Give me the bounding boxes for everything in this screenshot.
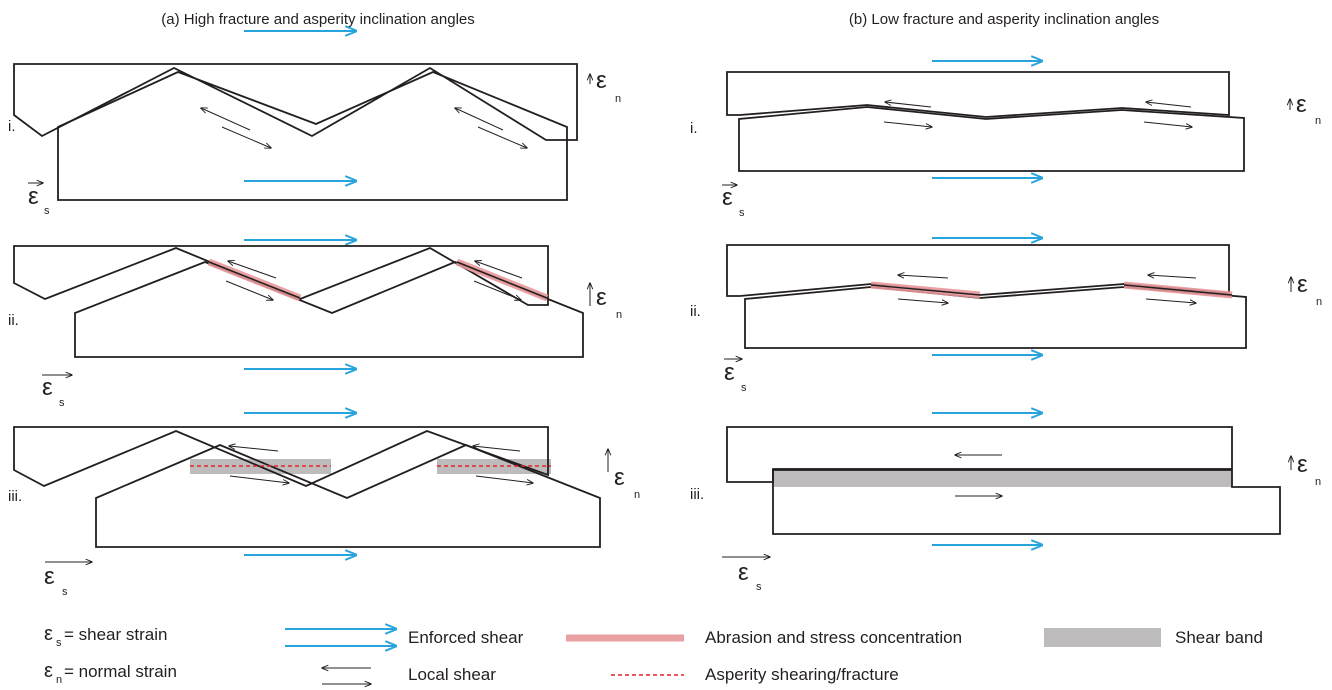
shear-strain-symbol: ε — [42, 374, 53, 401]
panel-a: i. ε n ε s ii. — [8, 31, 640, 598]
normal-strain-subscript: n — [1315, 476, 1321, 488]
local-shear-arrow — [225, 280, 273, 300]
panel-a-row-ii: ii. ε n ε s — [8, 240, 622, 409]
local-shear-arrow — [475, 475, 533, 483]
shear-strain-subscript: s — [44, 205, 50, 217]
lower-block — [738, 106, 1245, 172]
normal-strain-subscript: n — [615, 93, 621, 105]
shear-strain-subscript: s — [739, 207, 745, 219]
row-label-iii: iii. — [8, 488, 22, 505]
local-shear-arrow — [898, 275, 949, 278]
contact-line — [456, 261, 548, 299]
contact-line — [870, 284, 981, 296]
row-label-ii: ii. — [8, 312, 19, 329]
row-label-iii: iii. — [690, 486, 704, 503]
legend-asperity-fracture-label: Asperity shearing/fracture — [705, 665, 899, 684]
legend-enforced-shear-label: Enforced shear — [408, 628, 524, 647]
lower-block — [95, 444, 601, 548]
panel-a-row-i: i. ε n ε s — [8, 31, 621, 217]
legend-normal-strain-label: = normal strain — [64, 662, 177, 681]
normal-strain-subscript: n — [616, 309, 622, 321]
local-shear-arrow — [229, 475, 289, 483]
local-shear-arrow — [1145, 298, 1196, 303]
upper-block — [13, 63, 578, 141]
row-label-i: i. — [8, 118, 16, 135]
local-shear-arrow — [229, 446, 279, 452]
panel-b-row-i: i. ε n ε s — [690, 61, 1321, 219]
legend-shear-strain-subscript: s — [56, 637, 62, 649]
local-shear-arrow — [883, 121, 932, 127]
local-shear-arrow — [221, 126, 271, 148]
local-shear-arrow — [1148, 275, 1197, 278]
upper-block — [726, 71, 1230, 118]
panel-b-row-iii: iii. ε n ε s — [690, 413, 1321, 593]
local-shear-arrow — [473, 446, 521, 452]
upper-block — [13, 426, 549, 487]
upper-block — [726, 426, 1233, 483]
shear-strain-symbol: ε — [28, 183, 39, 210]
lower-block — [772, 469, 1281, 535]
normal-strain-symbol: ε — [596, 284, 607, 311]
panel-a-row-iii: iii. ε n ε s — [8, 413, 640, 598]
shear-strain-symbol: ε — [722, 184, 733, 211]
row-label-ii: ii. — [690, 303, 701, 320]
row-label-i: i. — [690, 120, 698, 137]
normal-strain-symbol: ε — [1297, 451, 1308, 478]
local-shear-arrow — [477, 126, 527, 148]
normal-strain-subscript: n — [1315, 115, 1321, 127]
normal-strain-subscript: n — [634, 489, 640, 501]
local-shear-arrow — [1146, 102, 1192, 108]
shear-strain-symbol: ε — [44, 563, 55, 590]
local-shear-arrow — [1143, 121, 1192, 127]
shear-band — [773, 468, 1232, 487]
shear-strain-subscript: s — [741, 382, 747, 394]
local-shear-arrow — [897, 298, 948, 303]
normal-strain-symbol: ε — [596, 67, 607, 94]
local-shear-arrow — [455, 108, 504, 131]
panel-b-row-ii: ii. ε n ε s — [690, 238, 1322, 394]
local-shear-arrow — [885, 102, 932, 108]
local-shear-arrow — [475, 261, 523, 279]
shear-strain-subscript: s — [62, 586, 68, 598]
legend-local-shear-label: Local shear — [408, 665, 496, 684]
normal-strain-symbol: ε — [1297, 271, 1308, 298]
lower-block — [57, 71, 568, 201]
shear-strain-symbol: ε — [724, 359, 735, 386]
panel-a-title: (a) High fracture and asperity inclinati… — [161, 11, 475, 28]
normal-strain-symbol: ε — [614, 464, 625, 491]
legend: ε s = shear strain ε n = normal strain E… — [44, 623, 1263, 686]
local-shear-arrow — [201, 108, 251, 131]
legend-normal-strain-subscript: n — [56, 674, 62, 686]
lower-block — [74, 261, 584, 358]
legend-shear-band-swatch — [1044, 628, 1161, 647]
legend-shear-strain-label: = shear strain — [64, 625, 167, 644]
panel-b: i. ε n ε s ii. — [690, 61, 1322, 593]
shear-strain-subscript: s — [756, 581, 762, 593]
contact-line — [1123, 284, 1233, 296]
contact-line — [208, 261, 301, 299]
normal-strain-subscript: n — [1316, 296, 1322, 308]
panel-b-title: (b) Low fracture and asperity inclinatio… — [849, 11, 1159, 28]
shear-strain-subscript: s — [59, 397, 65, 409]
legend-abrasion-label: Abrasion and stress concentration — [705, 628, 962, 647]
legend-normal-strain-symbol: ε — [44, 660, 53, 682]
upper-block — [13, 245, 549, 306]
legend-shear-strain-symbol: ε — [44, 623, 53, 645]
lower-block — [744, 286, 1247, 349]
normal-strain-symbol: ε — [1296, 91, 1307, 118]
legend-shear-band-label: Shear band — [1175, 628, 1263, 647]
local-shear-arrow — [228, 261, 277, 279]
shear-strain-symbol: ε — [738, 559, 749, 586]
local-shear-arrow — [473, 280, 521, 300]
